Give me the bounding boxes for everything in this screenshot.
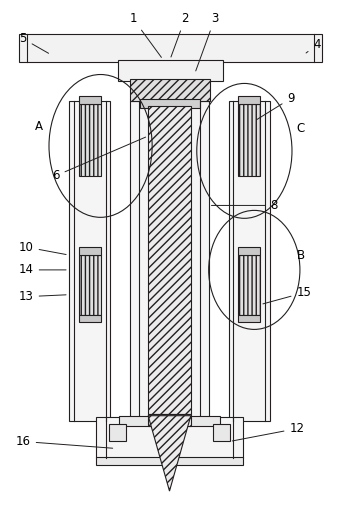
Bar (79, 96, 101, 104)
Text: A: A (35, 119, 43, 132)
Text: 2: 2 (171, 12, 188, 57)
Bar (108, 424, 126, 441)
Bar (79, 255, 101, 315)
Bar (118, 60, 223, 81)
Text: 8: 8 (212, 199, 278, 212)
Bar (69, 101, 111, 421)
Polygon shape (148, 416, 191, 491)
Bar (96, 457, 243, 465)
Bar (119, 416, 220, 425)
Bar (238, 247, 260, 255)
Text: C: C (297, 122, 305, 134)
Text: 12: 12 (232, 422, 304, 441)
Bar (228, 101, 270, 421)
Bar (79, 315, 101, 322)
Text: 16: 16 (16, 435, 113, 448)
Bar (79, 104, 101, 176)
Text: 6: 6 (52, 137, 146, 182)
Bar (238, 315, 260, 322)
Text: 13: 13 (19, 290, 66, 303)
Bar (140, 99, 200, 108)
Text: 3: 3 (196, 12, 218, 71)
Bar (19, 34, 322, 62)
Text: 1: 1 (129, 12, 161, 57)
Bar (238, 96, 260, 104)
Bar (79, 247, 101, 255)
Text: 5: 5 (20, 32, 48, 53)
Bar (238, 104, 260, 176)
Bar (130, 101, 209, 421)
Text: 4: 4 (306, 38, 321, 53)
Bar (130, 79, 210, 101)
Bar (96, 417, 243, 458)
Text: 15: 15 (263, 286, 311, 304)
Text: 9: 9 (257, 92, 295, 119)
Bar (148, 414, 191, 425)
Text: 14: 14 (19, 263, 66, 277)
Bar (213, 424, 231, 441)
Text: 10: 10 (19, 241, 66, 254)
Text: B: B (297, 249, 305, 262)
Bar (148, 106, 191, 414)
Bar (238, 255, 260, 315)
